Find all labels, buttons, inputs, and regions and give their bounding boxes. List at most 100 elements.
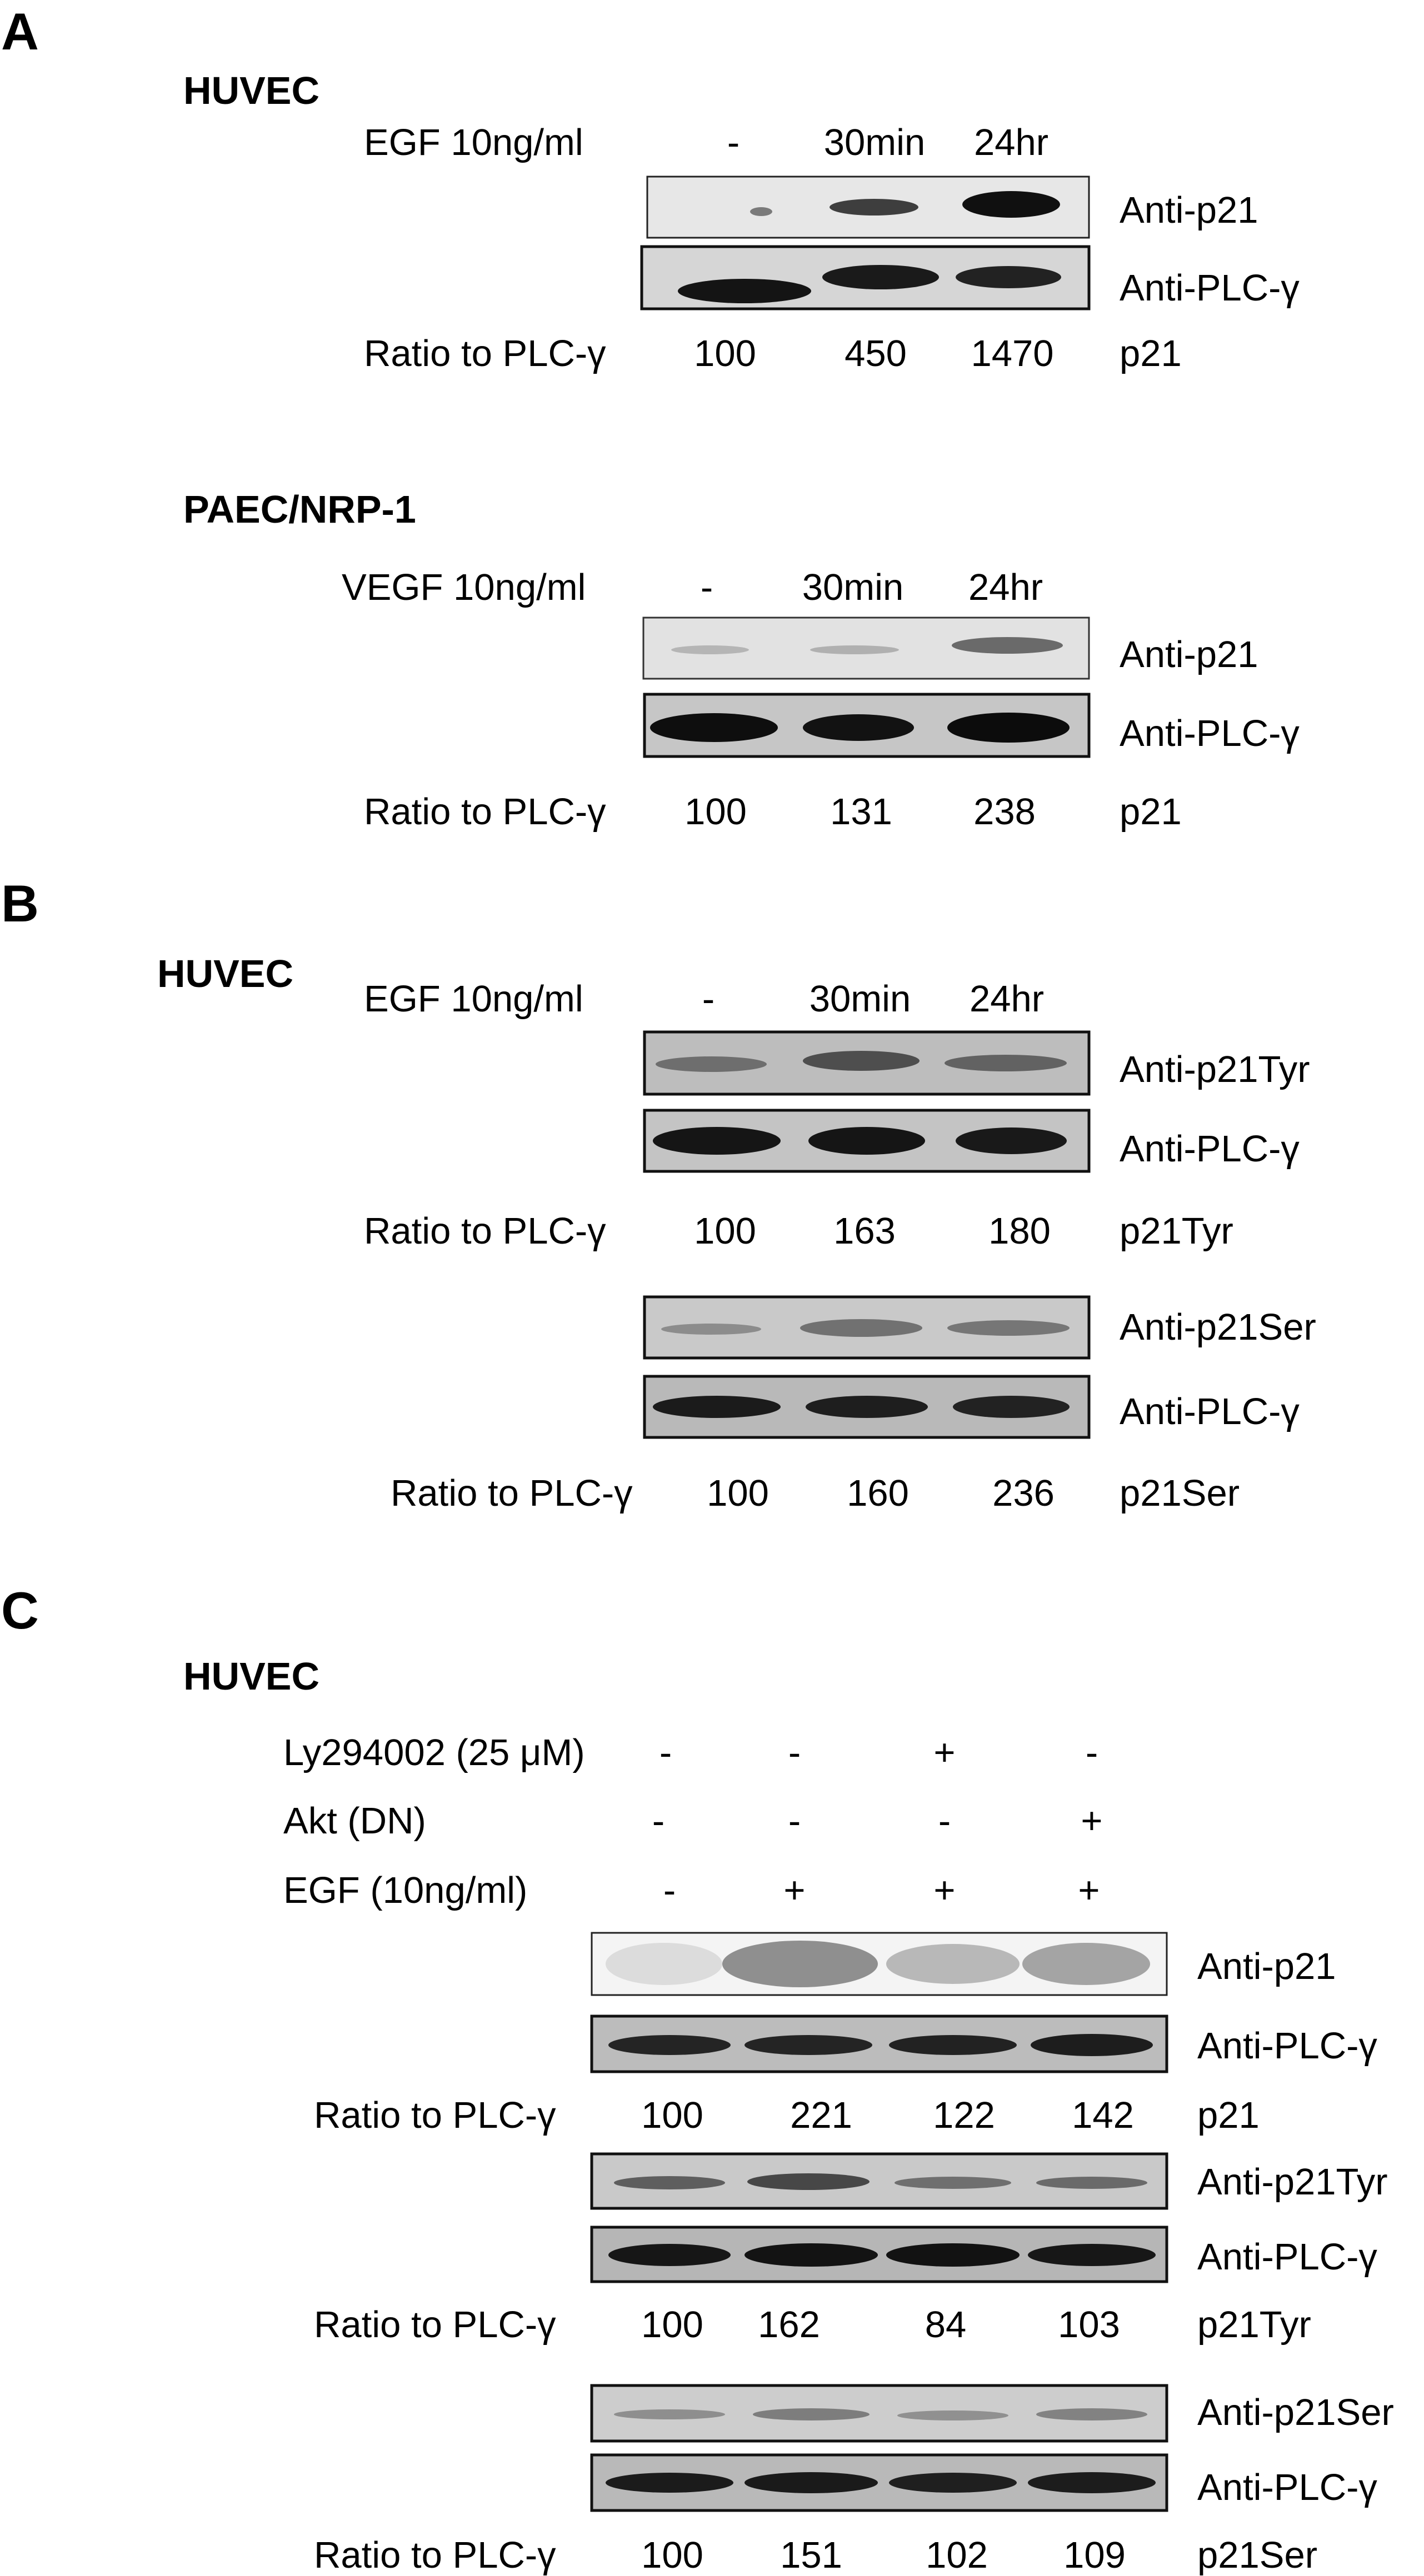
condition-value: + — [933, 1732, 956, 1773]
blot-strip — [646, 176, 1090, 239]
condition-label: Akt (DN) — [283, 1800, 426, 1842]
ratio-value: 131 — [830, 791, 892, 833]
ratio-label: Ratio to PLC-γ — [364, 791, 606, 833]
blot-antibody-label: Anti-PLC-γ — [1120, 1391, 1300, 1432]
blot-strip — [643, 1375, 1091, 1439]
ratio-value: 450 — [845, 333, 907, 374]
treatment-label: VEGF 10ng/ml — [342, 567, 586, 608]
ratio-value: 236 — [992, 1472, 1055, 1514]
ratio-value: 162 — [758, 2304, 820, 2346]
blot-strip — [643, 1295, 1091, 1360]
ratio-target: p21 — [1120, 333, 1182, 374]
ratio-target: p21 — [1120, 791, 1182, 833]
treatment-label: EGF 10ng/ml — [364, 978, 583, 1020]
ratio-value: 151 — [780, 2534, 842, 2576]
ratio-value: 100 — [641, 2304, 703, 2346]
panel-letter-a: A — [1, 2, 39, 61]
cell-line-label: HUVEC — [157, 952, 294, 995]
ratio-target: p21Ser — [1197, 2534, 1318, 2576]
treatment-label: EGF 10ng/ml — [364, 122, 583, 163]
ratio-value: 100 — [707, 1472, 769, 1514]
blot-antibody-label: Anti-p21 — [1120, 634, 1258, 675]
condition-label: EGF (10ng/ml) — [283, 1870, 528, 1911]
blot-antibody-label: Anti-p21Ser — [1120, 1306, 1316, 1348]
ratio-value: 122 — [933, 2094, 995, 2136]
cell-line-label: HUVEC — [183, 1655, 320, 1698]
ratio-label: Ratio to PLC-γ — [364, 1210, 606, 1252]
ratio-value: 238 — [973, 791, 1036, 833]
condition-value: + — [933, 1870, 956, 1911]
ratio-label: Ratio to PLC-γ — [314, 2534, 556, 2576]
blot-antibody-label: Anti-p21Tyr — [1120, 1049, 1310, 1090]
lane-label: 24hr — [968, 567, 1043, 608]
lane-label: 24hr — [973, 122, 1049, 163]
ratio-value: 180 — [988, 1210, 1051, 1252]
ratio-target: p21Ser — [1120, 1472, 1240, 1514]
blot-strip — [643, 1030, 1091, 1096]
blot-strip — [642, 617, 1090, 680]
lane-label: - — [700, 567, 713, 608]
lane-label: 24hr — [969, 978, 1045, 1020]
blot-strip — [590, 2384, 1168, 2443]
blot-strip — [590, 2152, 1168, 2210]
blot-antibody-label: Anti-p21Tyr — [1197, 2161, 1388, 2203]
ratio-target: p21Tyr — [1197, 2304, 1311, 2346]
condition-label: Ly294002 (25 μM) — [283, 1732, 585, 1773]
ratio-target: p21 — [1197, 2094, 1260, 2136]
blot-antibody-label: Anti-PLC-γ — [1197, 2025, 1377, 2067]
condition-value: + — [1078, 1870, 1100, 1911]
lane-label: - — [727, 122, 740, 163]
condition-value: - — [659, 1732, 672, 1773]
lane-label: 30min — [809, 978, 911, 1020]
blot-strip — [643, 1109, 1091, 1173]
ratio-value: 142 — [1072, 2094, 1134, 2136]
ratio-value: 100 — [684, 791, 747, 833]
cell-line-label: PAEC/NRP-1 — [183, 488, 416, 531]
condition-value: + — [783, 1870, 806, 1911]
ratio-value: 100 — [694, 333, 756, 374]
ratio-value: 84 — [925, 2304, 967, 2346]
blot-strip — [643, 693, 1091, 758]
cell-line-label: HUVEC — [183, 69, 320, 112]
blot-antibody-label: Anti-p21Ser — [1197, 2392, 1394, 2433]
panel-letter-c: C — [1, 1581, 39, 1640]
blot-antibody-label: Anti-p21 — [1120, 189, 1258, 231]
ratio-value: 1470 — [971, 333, 1054, 374]
condition-value: - — [788, 1800, 801, 1842]
blot-antibody-label: Anti-PLC-γ — [1197, 2467, 1377, 2508]
blot-antibody-label: Anti-PLC-γ — [1120, 713, 1300, 754]
condition-value: - — [938, 1800, 951, 1842]
ratio-value: 160 — [847, 1472, 909, 1514]
ratio-value: 103 — [1058, 2304, 1120, 2346]
ratio-label: Ratio to PLC-γ — [314, 2304, 556, 2346]
condition-value: - — [663, 1870, 676, 1911]
blot-antibody-label: Anti-PLC-γ — [1197, 2236, 1377, 2278]
ratio-target: p21Tyr — [1120, 1210, 1233, 1252]
blot-antibody-label: Anti-PLC-γ — [1120, 1128, 1300, 1170]
condition-value: - — [1085, 1732, 1098, 1773]
blot-antibody-label: Anti-p21 — [1197, 1946, 1336, 1987]
blot-strip — [590, 2226, 1168, 2283]
blot-strip — [590, 2014, 1168, 2073]
blot-strip — [591, 1932, 1168, 1996]
ratio-value: 221 — [790, 2094, 852, 2136]
ratio-value: 100 — [641, 2534, 703, 2576]
blot-antibody-label: Anti-PLC-γ — [1120, 267, 1300, 309]
condition-value: - — [652, 1800, 665, 1842]
ratio-value: 100 — [694, 1210, 756, 1252]
ratio-label: Ratio to PLC-γ — [314, 2094, 556, 2136]
panel-letter-b: B — [1, 874, 39, 933]
ratio-value: 100 — [641, 2094, 703, 2136]
condition-value: - — [788, 1732, 801, 1773]
ratio-label: Ratio to PLC-γ — [364, 333, 606, 374]
lane-label: 30min — [802, 567, 904, 608]
ratio-value: 109 — [1063, 2534, 1126, 2576]
ratio-value: 163 — [833, 1210, 896, 1252]
condition-value: + — [1081, 1800, 1103, 1842]
ratio-value: 102 — [926, 2534, 988, 2576]
lane-label: 30min — [823, 122, 926, 163]
ratio-label: Ratio to PLC-γ — [391, 1472, 633, 1514]
lane-label: - — [702, 978, 715, 1020]
blot-strip — [640, 245, 1091, 310]
